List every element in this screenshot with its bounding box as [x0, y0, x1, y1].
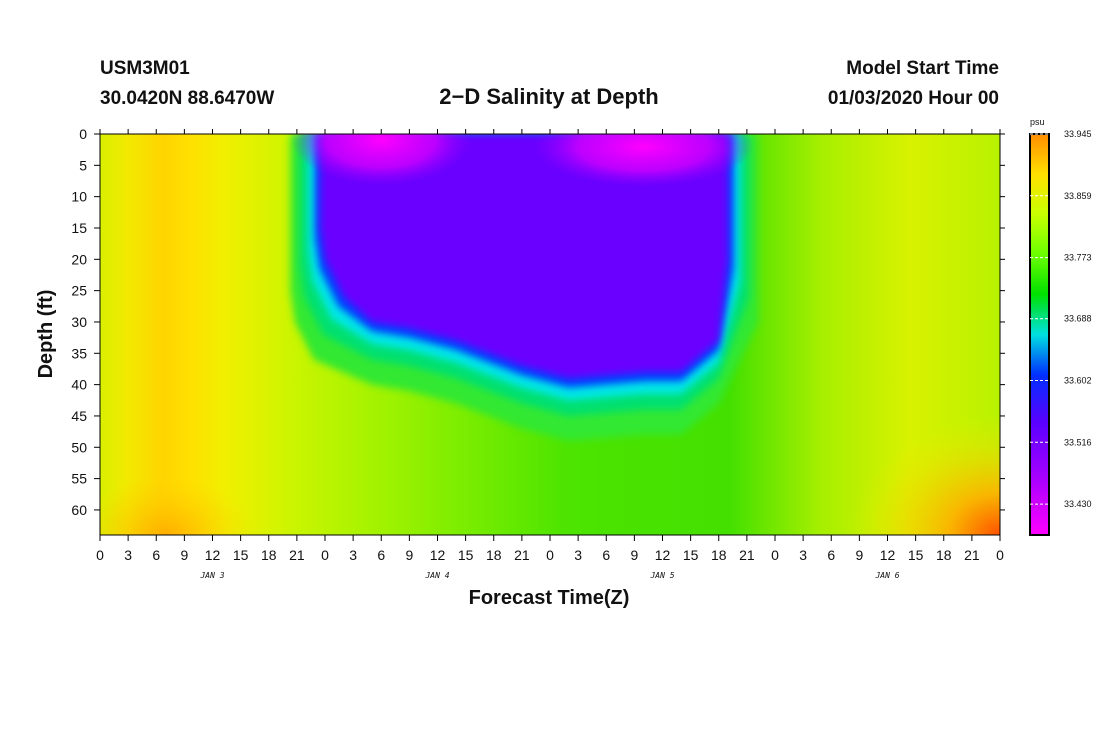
colorbar: psu 33.945 33.859 33.773 33.688 33.602 33.516… — [1029, 117, 1092, 536]
x-tick-label: 9 — [180, 547, 188, 563]
colorbar-tick-label: 33.773 — [1064, 253, 1092, 263]
y-tick-label: 5 — [79, 157, 87, 173]
x-tick-label: 15 — [908, 547, 924, 563]
x-day-label: JAN 4 — [424, 571, 449, 580]
x-tick-label: 0 — [96, 547, 104, 563]
x-tick-label: 6 — [377, 547, 385, 563]
y-tick-label: 10 — [71, 189, 87, 205]
x-tick-label: 6 — [827, 547, 835, 563]
y-tick-label: 30 — [71, 314, 87, 330]
x-tick-label: 12 — [205, 547, 221, 563]
model-start-value: 01/03/2020 Hour 00 — [828, 88, 999, 109]
chart-title: 2−D Salinity at Depth — [439, 84, 658, 109]
x-tick-label: 15 — [233, 547, 249, 563]
colorbar-tick-label: 33.688 — [1064, 314, 1092, 324]
x-tick-label: 18 — [936, 547, 952, 563]
x-day-label: JAN 5 — [649, 571, 674, 580]
colorbar-tick-label: 33.945 — [1064, 129, 1092, 139]
x-tick-label: 6 — [152, 547, 160, 563]
x-tick-label: 6 — [602, 547, 610, 563]
x-tick-label: 0 — [771, 547, 779, 563]
x-tick-label: 21 — [739, 547, 755, 563]
warm-region-left — [100, 475, 256, 535]
station-location: 30.0420N 88.6470W — [100, 88, 274, 109]
x-tick-label: 18 — [261, 547, 277, 563]
x-tick-label: 15 — [458, 547, 474, 563]
y-tick-label: 35 — [71, 345, 87, 361]
x-axis: 0 3 6 9 12 15 18 21 0 3 6 9 12 15 18 21 0 3 6 9 12 15 18 21 0 3 6 9… — [96, 129, 1004, 580]
colorbar-tick-label: 33.859 — [1064, 191, 1092, 201]
x-tick-label: 3 — [349, 547, 357, 563]
x-tick-label: 3 — [799, 547, 807, 563]
station-id: USM3M01 — [100, 58, 190, 79]
x-tick-label: 21 — [964, 547, 980, 563]
colorbar-unit: psu — [1030, 117, 1045, 127]
x-tick-label: 0 — [546, 547, 554, 563]
y-tick-label: 25 — [71, 283, 87, 299]
x-day-label: JAN 6 — [874, 571, 899, 580]
x-axis-label: Forecast Time(Z) — [469, 587, 630, 609]
x-tick-label: 3 — [574, 547, 582, 563]
x-tick-label: 15 — [683, 547, 699, 563]
core-magenta-right — [533, 134, 754, 187]
x-tick-label: 9 — [405, 547, 413, 563]
x-day-label: JAN 3 — [199, 571, 224, 580]
y-axis-label: Depth (ft) — [35, 290, 57, 379]
x-tick-label: 0 — [321, 547, 329, 563]
x-tick-label: 21 — [289, 547, 305, 563]
colorbar-bar — [1029, 133, 1050, 536]
x-tick-label: 12 — [655, 547, 671, 563]
x-tick-label: 0 — [996, 547, 1004, 563]
x-tick-label: 3 — [124, 547, 132, 563]
model-start-label: Model Start Time — [846, 58, 999, 79]
y-tick-label: 55 — [71, 471, 87, 487]
y-tick-label: 60 — [71, 502, 87, 518]
x-tick-label: 12 — [880, 547, 896, 563]
x-tick-label: 9 — [630, 547, 638, 563]
y-tick-label: 40 — [71, 377, 87, 393]
y-axis: 0 5 10 15 20 25 30 35 40 45 50 55 60 — [71, 126, 1005, 518]
x-tick-label: 9 — [855, 547, 863, 563]
colorbar-tick-label: 33.602 — [1064, 375, 1092, 385]
x-tick-label: 21 — [514, 547, 530, 563]
colorbar-tick-label: 33.516 — [1064, 437, 1092, 447]
y-tick-label: 0 — [79, 126, 87, 142]
core-magenta-left — [291, 134, 472, 186]
x-tick-label: 18 — [486, 547, 502, 563]
x-tick-label: 12 — [430, 547, 446, 563]
salinity-heatmap — [100, 134, 1000, 535]
colorbar-tick-label: 33.430 — [1064, 499, 1092, 509]
x-tick-label: 18 — [711, 547, 727, 563]
core-violet — [320, 134, 729, 379]
y-tick-label: 50 — [71, 439, 87, 455]
y-tick-label: 15 — [71, 220, 87, 236]
y-tick-label: 45 — [71, 408, 87, 424]
y-tick-label: 20 — [71, 251, 87, 267]
warm-region-right — [850, 415, 1000, 535]
